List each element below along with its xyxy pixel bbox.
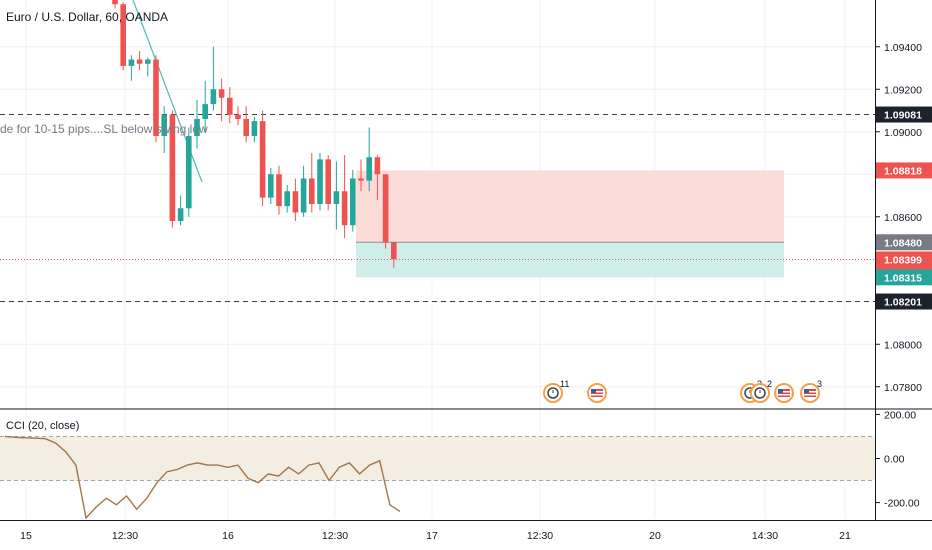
candle-body — [284, 191, 290, 207]
candle-body — [177, 208, 184, 221]
event-count: 2 — [767, 379, 772, 389]
candle-body — [128, 59, 135, 66]
time-tick-label: 12:30 — [322, 530, 348, 542]
stop-price-tag — [876, 162, 932, 179]
trade-annotation[interactable]: de for 10-15 pips....SL below swing low — [0, 122, 208, 136]
economic-event-icon[interactable] — [543, 383, 563, 403]
economic-event-icon[interactable] — [750, 383, 770, 403]
candle-body — [112, 0, 118, 5]
candle-body — [251, 121, 258, 136]
candle-body — [202, 104, 208, 119]
time-tick-label: 12:30 — [112, 530, 138, 542]
time-tick-label: 14:30 — [752, 530, 778, 542]
trend-line — [132, 0, 203, 183]
candle-body — [309, 178, 315, 204]
candle-body — [186, 136, 192, 209]
candle-body — [317, 159, 323, 204]
candle-body — [333, 191, 340, 204]
indicator-title: CCI (20, close) — [6, 420, 80, 432]
price-tick-label: 1.07800 — [884, 382, 922, 394]
time-tick-label: 16 — [222, 530, 234, 542]
candle-body — [341, 191, 348, 226]
candle-body — [169, 114, 176, 221]
candle-body — [243, 119, 249, 136]
entry-price-tag — [876, 234, 932, 251]
candle-body — [382, 174, 389, 243]
us-flag-icon[interactable] — [587, 383, 607, 403]
support-price-tag — [876, 293, 932, 310]
cci-tick-label: 200.00 — [884, 409, 916, 421]
candle-body — [350, 178, 356, 226]
symbol-title: Euro / U.S. Dollar, 60, OANDA — [6, 10, 169, 24]
cci-tick-label: -200.00 — [884, 498, 920, 510]
candle-body — [292, 191, 299, 213]
cci-band — [0, 436, 875, 481]
candle-body — [120, 4, 126, 66]
support-price-label: 1.08201 — [884, 297, 922, 309]
price-tick-label: 1.08600 — [884, 212, 922, 224]
candle-body — [300, 178, 307, 213]
event-count: 11 — [560, 379, 569, 389]
stop-price-label: 1.08818 — [884, 165, 922, 177]
candle-body — [227, 97, 233, 115]
event-count: 3 — [817, 379, 822, 389]
target-price-label: 1.08315 — [884, 272, 922, 284]
current-price-label: 1.08399 — [884, 254, 922, 266]
candle-body — [325, 159, 331, 204]
time-tick-label: 21 — [839, 530, 851, 542]
time-tick-label: 12:30 — [527, 530, 553, 542]
target-price-tag — [876, 269, 932, 286]
cci-tick-label: 0.00 — [884, 453, 905, 465]
candle-body — [366, 157, 372, 181]
us-flag-icon[interactable] — [774, 383, 794, 403]
candle-body — [161, 114, 167, 136]
candle-body — [358, 178, 364, 181]
time-tick-label: 15 — [20, 530, 32, 542]
candle-body — [218, 89, 225, 98]
us-flag-icon[interactable] — [800, 383, 820, 403]
time-tick-label: 20 — [649, 530, 661, 542]
price-tick-label: 1.09000 — [884, 127, 922, 139]
entry-price-label: 1.08480 — [884, 237, 922, 249]
current-price-tag — [876, 251, 932, 268]
candle-body — [391, 242, 397, 260]
time-tick-label: 17 — [426, 530, 438, 542]
candle-body — [153, 59, 159, 136]
cci-line — [4, 435, 401, 520]
resistance-price-tag — [876, 106, 932, 123]
candle-body — [259, 121, 266, 198]
candle-body — [210, 89, 217, 105]
resistance-price-label: 1.09081 — [884, 110, 922, 122]
candle-body — [276, 174, 282, 207]
candle-body — [145, 59, 151, 64]
candle-body — [268, 174, 274, 198]
price-tick-label: 1.09200 — [884, 84, 922, 96]
price-tick-label: 1.09400 — [884, 42, 922, 54]
stop-loss-zone — [356, 170, 784, 243]
candle-body — [194, 119, 200, 136]
price-tick-label: 1.08000 — [884, 339, 922, 351]
candle-body — [136, 59, 143, 64]
candle-body — [374, 157, 381, 175]
candle-body — [235, 114, 241, 119]
